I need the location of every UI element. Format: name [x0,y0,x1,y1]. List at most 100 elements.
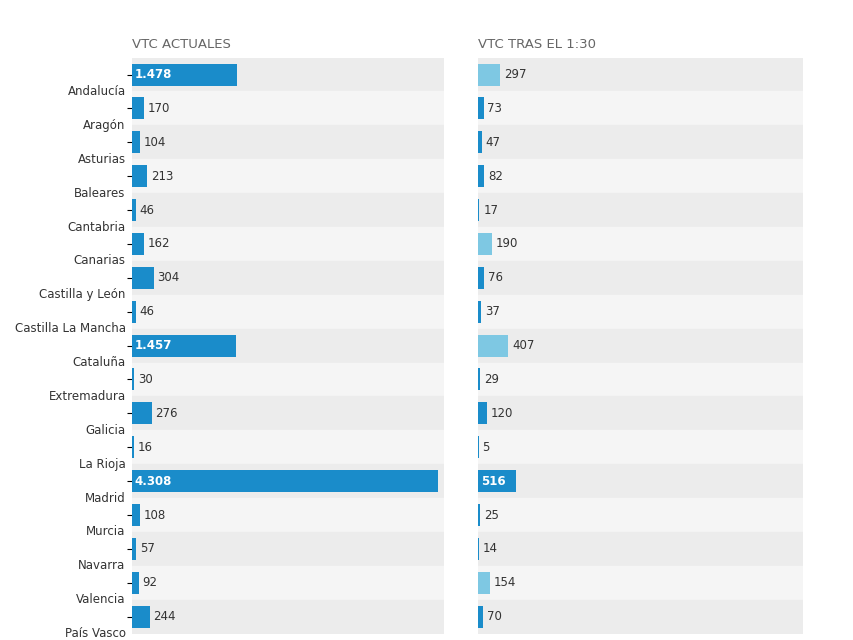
Bar [478,464,802,498]
Bar [132,362,444,396]
Text: Cantabria: Cantabria [67,221,125,234]
Bar [132,193,444,227]
Text: 82: 82 [488,170,502,182]
Bar [132,532,444,566]
Bar [478,267,484,289]
Bar [132,159,444,193]
Bar [478,58,802,92]
Bar [478,165,484,187]
Bar [132,600,444,634]
Text: 516: 516 [480,475,505,488]
Bar [478,193,802,227]
Bar [132,335,235,356]
Bar [132,199,136,221]
Bar [478,430,802,464]
Bar [478,403,486,424]
Bar [132,295,444,329]
Text: 37: 37 [485,305,499,318]
Text: 154: 154 [493,576,515,589]
Bar [478,92,802,125]
Text: 4.308: 4.308 [135,475,172,488]
Text: 244: 244 [154,610,176,623]
Bar [478,362,802,396]
Bar [132,329,444,362]
Text: 170: 170 [148,102,171,115]
Text: 46: 46 [139,305,154,318]
Text: 46: 46 [139,204,154,216]
Bar [478,329,802,362]
Bar [132,396,444,430]
Text: 16: 16 [137,441,152,454]
Bar [478,470,516,492]
Bar [478,159,802,193]
Bar [132,165,148,187]
Bar [132,470,438,492]
Text: 407: 407 [512,339,534,352]
Bar [132,261,444,295]
Bar [478,572,489,594]
Bar [478,538,479,560]
Text: La Rioja: La Rioja [78,458,125,470]
Text: 120: 120 [490,407,513,420]
Bar [132,125,444,159]
Text: 73: 73 [487,102,502,115]
Bar [132,267,154,289]
Bar [478,261,802,295]
Bar [478,600,802,634]
Text: Madrid: Madrid [84,492,125,504]
Bar [132,430,444,464]
Text: 14: 14 [483,542,497,556]
Bar [478,131,481,154]
Text: 108: 108 [143,509,165,522]
Text: 70: 70 [487,610,502,623]
Text: VTC TRAS EL 1:30: VTC TRAS EL 1:30 [478,38,595,51]
Text: 1.478: 1.478 [135,68,172,81]
Text: 30: 30 [138,373,153,386]
Text: 162: 162 [148,237,170,250]
Text: Asturias: Asturias [78,153,125,166]
Text: Castilla y León: Castilla y León [39,288,125,301]
Bar [132,504,140,526]
Bar [478,396,802,430]
Bar [132,63,237,86]
Text: VTC ACTUALES: VTC ACTUALES [132,38,231,51]
Bar [132,566,444,600]
Bar [132,436,133,458]
Text: 276: 276 [155,407,178,420]
Bar [478,605,483,628]
Bar [478,199,479,221]
Text: 1.457: 1.457 [135,339,172,352]
Text: Valencia: Valencia [76,593,125,606]
Bar [478,227,802,261]
Text: 17: 17 [483,204,498,216]
Bar [478,125,802,159]
Text: 25: 25 [484,509,498,522]
Text: 57: 57 [140,542,154,556]
Bar [132,538,136,560]
Text: 29: 29 [484,373,499,386]
Text: 297: 297 [503,68,526,81]
Text: Extremadura: Extremadura [49,390,125,403]
Bar [132,92,444,125]
Bar [132,464,444,498]
Text: Canarias: Canarias [73,254,125,268]
Bar [132,131,140,154]
Text: Cataluña: Cataluña [73,356,125,369]
Text: 76: 76 [487,271,502,284]
Bar [478,97,483,120]
Bar [478,63,500,86]
Text: 190: 190 [496,237,518,250]
Bar [132,403,152,424]
Bar [132,605,149,628]
Bar [478,301,480,323]
Text: 47: 47 [485,136,500,149]
Text: Baleares: Baleares [74,187,125,200]
Bar [478,233,491,255]
Text: Andalucía: Andalucía [67,85,125,98]
Text: Castilla La Mancha: Castilla La Mancha [15,322,125,335]
Bar [132,301,136,323]
Bar [478,369,480,390]
Text: Galicia: Galicia [85,424,125,437]
Text: Murcia: Murcia [86,525,125,538]
Text: País Vasco: País Vasco [65,627,125,640]
